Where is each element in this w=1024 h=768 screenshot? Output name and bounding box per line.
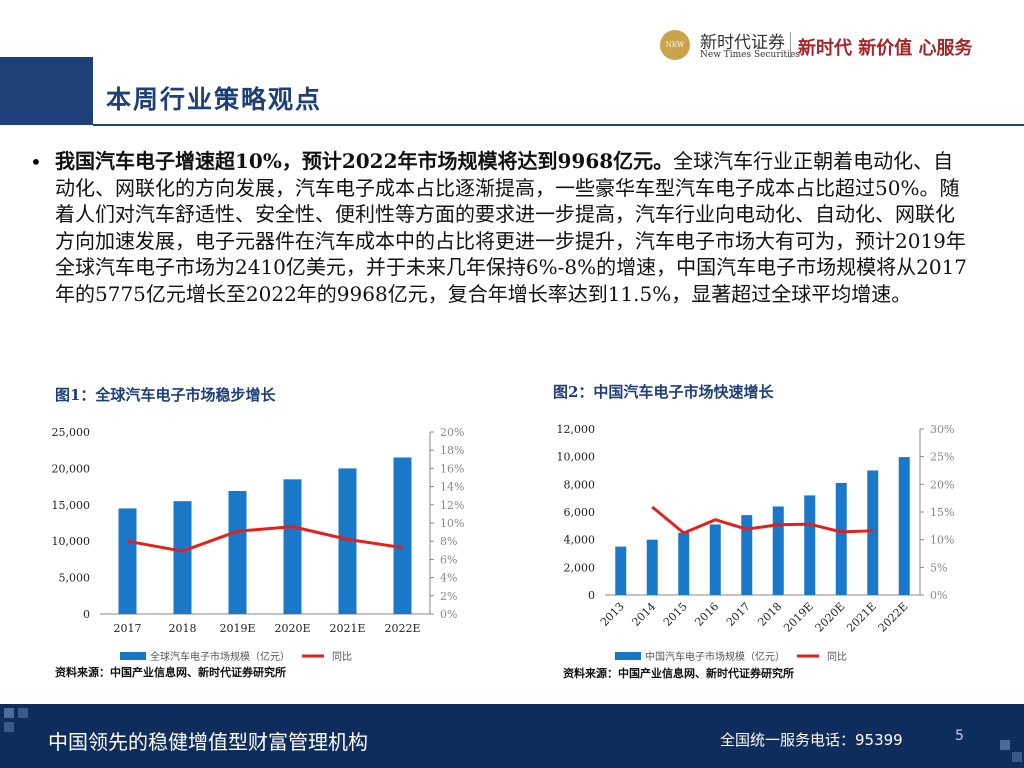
y2-tick-label: 0% <box>930 589 947 602</box>
logo-divider <box>790 32 791 58</box>
footer-bar <box>0 704 1024 768</box>
legend-label: 同比 <box>827 651 847 663</box>
x-tick-label: 2017 <box>724 600 753 629</box>
bar <box>835 482 847 595</box>
y-tick-label: 25,000 <box>52 426 91 439</box>
y2-tick-label: 12% <box>440 499 464 512</box>
bar <box>804 495 816 595</box>
y2-tick-label: 15% <box>930 506 954 519</box>
y-tick-label: 4,000 <box>564 534 596 547</box>
y2-tick-label: 2% <box>440 590 457 603</box>
chart-source: 资料来源：中国产业信息网、新时代证券研究所 <box>563 666 794 680</box>
y-tick-label: 10,000 <box>52 535 91 548</box>
y2-tick-label: 10% <box>440 517 464 530</box>
bar <box>283 479 302 614</box>
y2-tick-label: 10% <box>930 534 954 547</box>
legend-swatch <box>120 652 146 660</box>
bar <box>772 506 784 595</box>
bar <box>118 508 137 614</box>
logo-mark: NEW TIMES <box>660 30 690 60</box>
y2-tick-label: 25% <box>930 451 954 464</box>
footer-motto: 中国领先的稳健增值型财富管理机构 <box>48 730 368 754</box>
y-tick-label: 8,000 <box>564 478 596 491</box>
y2-tick-label: 30% <box>930 423 954 436</box>
y2-tick-label: 5% <box>930 561 947 574</box>
bar <box>898 457 910 595</box>
footer-square <box>1012 752 1022 762</box>
y2-tick-label: 8% <box>440 535 457 548</box>
x-tick-label: 2021E <box>329 622 365 635</box>
company-name-en: New Times Securities <box>700 50 800 60</box>
chart-title: 图2：中国汽车电子市场快速增长 <box>553 383 774 401</box>
y-tick-label: 2,000 <box>564 561 596 574</box>
footer-square <box>1000 740 1010 750</box>
footer-square <box>4 722 14 732</box>
bar <box>173 501 192 614</box>
line-series <box>651 505 873 535</box>
y2-tick-label: 4% <box>440 572 457 585</box>
y2-tick-label: 14% <box>440 481 464 494</box>
chart-source: 资料来源：中国产业信息网、新时代证券研究所 <box>55 665 286 679</box>
bar <box>867 470 879 595</box>
x-tick-label: 2013 <box>598 600 627 629</box>
line-series <box>127 525 403 553</box>
title-block <box>0 57 93 125</box>
legend-label: 全球汽车电子市场规模（亿元） <box>150 650 290 663</box>
bullet-text: 我国汽车电子增速超10%，预计2022年市场规模将达到9968亿元。全球汽车行业… <box>55 148 973 307</box>
x-tick-label: 2021E <box>844 600 879 635</box>
bullet-dot: • <box>30 150 42 174</box>
footer-square <box>4 708 14 718</box>
footer-hotline: 全国统一服务电话：95399 <box>720 731 903 749</box>
bar <box>393 457 412 614</box>
y-tick-label: 0 <box>588 589 595 602</box>
x-tick-label: 2017 <box>114 622 142 635</box>
bar <box>678 532 690 595</box>
x-tick-label: 2014 <box>629 600 658 629</box>
x-tick-label: 2020E <box>274 622 310 635</box>
x-tick-label: 2022E <box>876 600 911 635</box>
y2-tick-label: 0% <box>440 608 457 621</box>
x-tick-label: 2018 <box>755 600 784 629</box>
legend-swatch <box>615 652 641 660</box>
y-tick-label: 0 <box>83 608 90 621</box>
x-tick-label: 2015 <box>661 600 690 629</box>
bar <box>228 490 247 614</box>
company-name: 新时代证券 <box>700 33 785 53</box>
x-tick-label: 2016 <box>692 600 721 629</box>
title-rule <box>93 124 1024 126</box>
legend-label: 中国汽车电子市场规模（亿元） <box>645 650 785 663</box>
y-tick-label: 15,000 <box>52 499 91 512</box>
y2-tick-label: 6% <box>440 553 457 566</box>
bullet-lead: 我国汽车电子增速超10%，预计2022年市场规模将达到9968亿元。 <box>55 149 674 173</box>
y-tick-label: 5,000 <box>59 572 91 585</box>
bar <box>646 539 658 595</box>
legend-label: 同比 <box>332 651 352 663</box>
chart-title: 图1：全球汽车电子市场稳步增长 <box>55 386 276 404</box>
x-tick-label: 2022E <box>384 622 420 635</box>
y2-tick-label: 18% <box>440 444 464 457</box>
footer-square <box>18 708 28 718</box>
bar <box>338 468 357 614</box>
bar <box>741 515 753 595</box>
y2-tick-label: 20% <box>930 478 954 491</box>
x-tick-label: 2019E <box>219 622 255 635</box>
y-tick-label: 6,000 <box>564 506 596 519</box>
page-number: 5 <box>955 728 964 744</box>
slogan: 新时代 新价值 心服务 <box>798 38 973 59</box>
bar <box>615 546 627 595</box>
bullet-body: 全球汽车行业正朝着电动化、自动化、网联化的方向发展，汽车电子成本占比逐渐提高，一… <box>55 149 968 306</box>
x-tick-label: 2019E <box>781 600 816 635</box>
x-tick-label: 2020E <box>813 600 848 635</box>
x-tick-label: 2018 <box>169 622 197 635</box>
section-title: 本周行业策略观点 <box>106 85 323 114</box>
y2-tick-label: 20% <box>440 426 464 439</box>
bar <box>709 524 721 595</box>
y-tick-label: 10,000 <box>557 451 596 464</box>
y-tick-label: 20,000 <box>52 462 91 475</box>
y2-tick-label: 16% <box>440 462 464 475</box>
y-tick-label: 12,000 <box>557 423 596 436</box>
